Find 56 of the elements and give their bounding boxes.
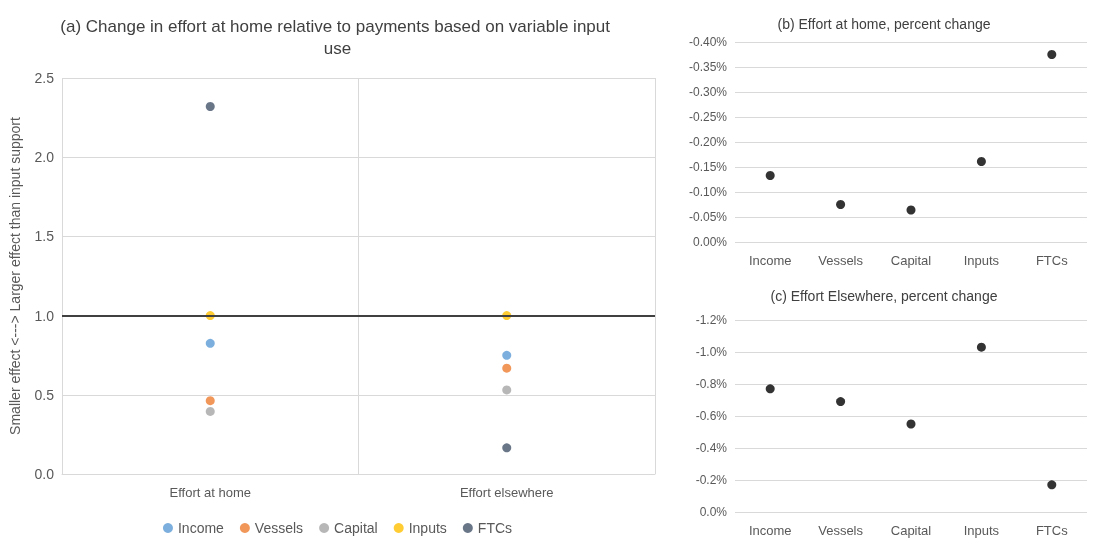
y-tick-label: 0.0 (34, 466, 55, 482)
point (976, 342, 986, 352)
x-tick-label: Inputs (963, 253, 1000, 268)
x-tick-label: Inputs (963, 523, 1000, 538)
x-tick-label: Vessels (818, 253, 864, 268)
x-tick-label: FTCs (1035, 253, 1069, 268)
x-tick-label: Income (748, 523, 792, 538)
y-tick-label: -0.20% (688, 135, 728, 149)
x-tick-label: Effort elsewhere (459, 485, 554, 500)
point (1047, 50, 1057, 59)
x-tick-label: Income (748, 253, 792, 268)
y-tick-label: -0.40% (688, 35, 728, 49)
point (976, 157, 986, 166)
point (502, 385, 512, 395)
point (906, 205, 916, 215)
point (205, 338, 215, 348)
y-axis-title: Smaller effect <---> Larger effect than input support (7, 117, 23, 435)
y-tick-label: -0.8% (695, 377, 728, 391)
x-tick-label: Capital (890, 523, 932, 538)
y-tick-label: -0.35% (688, 60, 728, 74)
y-tick-label: -0.05% (688, 210, 728, 224)
y-tick-label: -0.4% (695, 441, 728, 455)
y-tick-label: -0.25% (688, 110, 728, 124)
point (765, 171, 775, 180)
y-tick-label: -0.15% (688, 160, 728, 174)
y-tick-label: -0.30% (688, 85, 728, 99)
point (1047, 480, 1057, 490)
y-tick-label: 1.0 (34, 307, 55, 324)
x-tick-label: Vessels (818, 523, 864, 538)
y-tick-label: -0.2% (695, 473, 728, 487)
point (836, 200, 846, 209)
point (205, 102, 215, 112)
x-tick-label: FTCs (1035, 523, 1069, 538)
chart-title: (a) Change in effort at home relative to payments based on variable input use (60, 16, 615, 58)
point (836, 397, 846, 407)
point (502, 350, 512, 360)
x-tick-label: Capital (890, 253, 932, 268)
point (205, 406, 215, 416)
y-tick-label: -1.0% (695, 345, 728, 359)
chart-title: (b) Effort at home, percent change (777, 16, 991, 32)
y-tick-label: -0.6% (695, 409, 728, 423)
y-tick-label: 2.0 (34, 149, 55, 166)
y-tick-label: 0.5 (34, 386, 55, 403)
chart-title: (c) Effort Elsewhere, percent change (770, 288, 998, 304)
y-tick-label: 1.5 (34, 228, 55, 245)
point (205, 396, 215, 406)
y-tick-label: 2.5 (34, 70, 55, 86)
x-tick-label: Effort at home (169, 485, 251, 500)
y-tick-label: -0.10% (688, 185, 728, 199)
point (906, 419, 916, 429)
point (502, 363, 512, 373)
point (765, 384, 775, 394)
y-tick-label: 0.0% (699, 505, 728, 519)
y-tick-label: -1.2% (695, 313, 728, 327)
point (502, 443, 512, 453)
y-tick-label: 0.00% (692, 235, 728, 249)
